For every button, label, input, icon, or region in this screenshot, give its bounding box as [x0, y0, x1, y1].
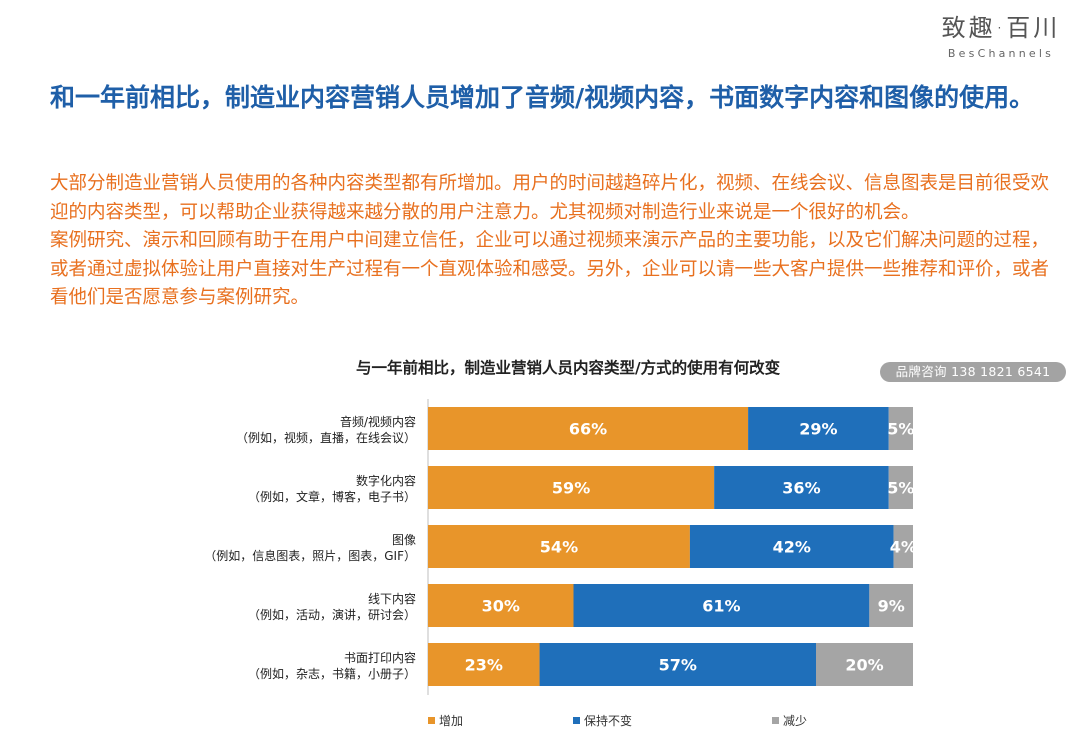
category-examples: （例如，视频，直播，在线会议） — [236, 430, 416, 445]
contact-badge: 品牌咨询 138 1821 6541 — [880, 362, 1066, 382]
bar-segment — [869, 584, 913, 627]
bar-segment — [428, 525, 690, 568]
bar-segment — [428, 466, 715, 509]
legend-item: 增加 — [428, 712, 463, 729]
data-label: 23% — [465, 656, 503, 675]
legend-item: 保持不变 — [573, 712, 632, 729]
legend-swatch — [428, 717, 435, 724]
paragraph-2: 案例研究、演示和回顾有助于在用户中间建立信任，企业可以通过视频来演示产品的主要功… — [50, 230, 1050, 308]
data-label: 29% — [799, 420, 837, 439]
paragraph-1: 大部分制造业营销人员使用的各种内容类型都有所增加。用户的时间越趋碎片化，视频、在… — [50, 173, 1050, 223]
data-label: 66% — [569, 420, 607, 439]
category-label: 图像 — [392, 533, 416, 547]
data-label: 5% — [887, 420, 914, 439]
bar-segment — [714, 466, 889, 509]
bar-segment — [689, 525, 894, 568]
category-examples: （例如，信息图表，照片，图表，GIF） — [204, 548, 416, 563]
data-label: 36% — [782, 479, 820, 498]
data-label: 61% — [702, 597, 740, 616]
legend-label: 增加 — [439, 714, 464, 728]
legend-label: 保持不变 — [584, 714, 633, 728]
legend-swatch — [772, 717, 780, 724]
data-label: 9% — [878, 597, 905, 616]
data-label: 57% — [659, 656, 697, 675]
stacked-bar-chart: 音频/视频内容（例如，视频，直播，在线会议） 66% 29% 5% 数字化内容（例如，文… — [204, 399, 917, 695]
brand-name-cn: 致趣·百川 — [941, 14, 1061, 42]
bar-segment — [428, 584, 574, 627]
bar-segment — [888, 466, 913, 509]
chart-legend: 增加 保持不变 减少 — [428, 712, 807, 729]
legend-swatch — [573, 717, 581, 724]
bar-segment — [573, 584, 870, 627]
data-label: 54% — [540, 538, 578, 557]
bar-segment — [748, 407, 889, 450]
category-examples: （例如，文章，博客，电子书） — [248, 489, 416, 504]
category-label: 音频/视频内容 — [340, 414, 416, 429]
bar-segment — [888, 407, 913, 450]
category-examples: （例如，活动，演讲，研讨会） — [248, 607, 416, 622]
bar-segment — [539, 643, 816, 686]
data-label: 4% — [890, 538, 917, 557]
data-label: 20% — [845, 656, 883, 675]
category-label: 书面打印内容 — [344, 650, 416, 665]
page-headline: 和一年前相比，制造业内容营销人员增加了音频/视频内容，书面数字内容和图像的使用。 — [50, 83, 1035, 112]
brand-name-en: BesChannels — [947, 47, 1055, 60]
body-text: 大部分制造业营销人员使用的各种内容类型都有所增加。用户的时间越趋碎片化，视频、在… — [50, 170, 1050, 313]
category-label: 线下内容 — [368, 591, 416, 606]
category-label: 数字化内容 — [356, 473, 416, 488]
bar-segment — [816, 643, 913, 686]
data-label: 59% — [552, 479, 590, 498]
category-examples: （例如，杂志，书籍，小册子） — [248, 666, 416, 681]
bar-segment — [428, 643, 540, 686]
legend-item: 减少 — [772, 712, 807, 729]
chart-title: 与一年前相比，制造业营销人员内容类型/方式的使用有何改变 — [356, 359, 781, 377]
legend-label: 减少 — [783, 714, 808, 728]
data-label: 42% — [773, 538, 811, 557]
data-label: 30% — [482, 597, 520, 616]
bar-segment — [428, 407, 749, 450]
data-label: 5% — [887, 479, 914, 498]
bar-segment — [893, 525, 913, 568]
brand-logo: 致趣·百川 BesChannels — [936, 12, 1066, 62]
